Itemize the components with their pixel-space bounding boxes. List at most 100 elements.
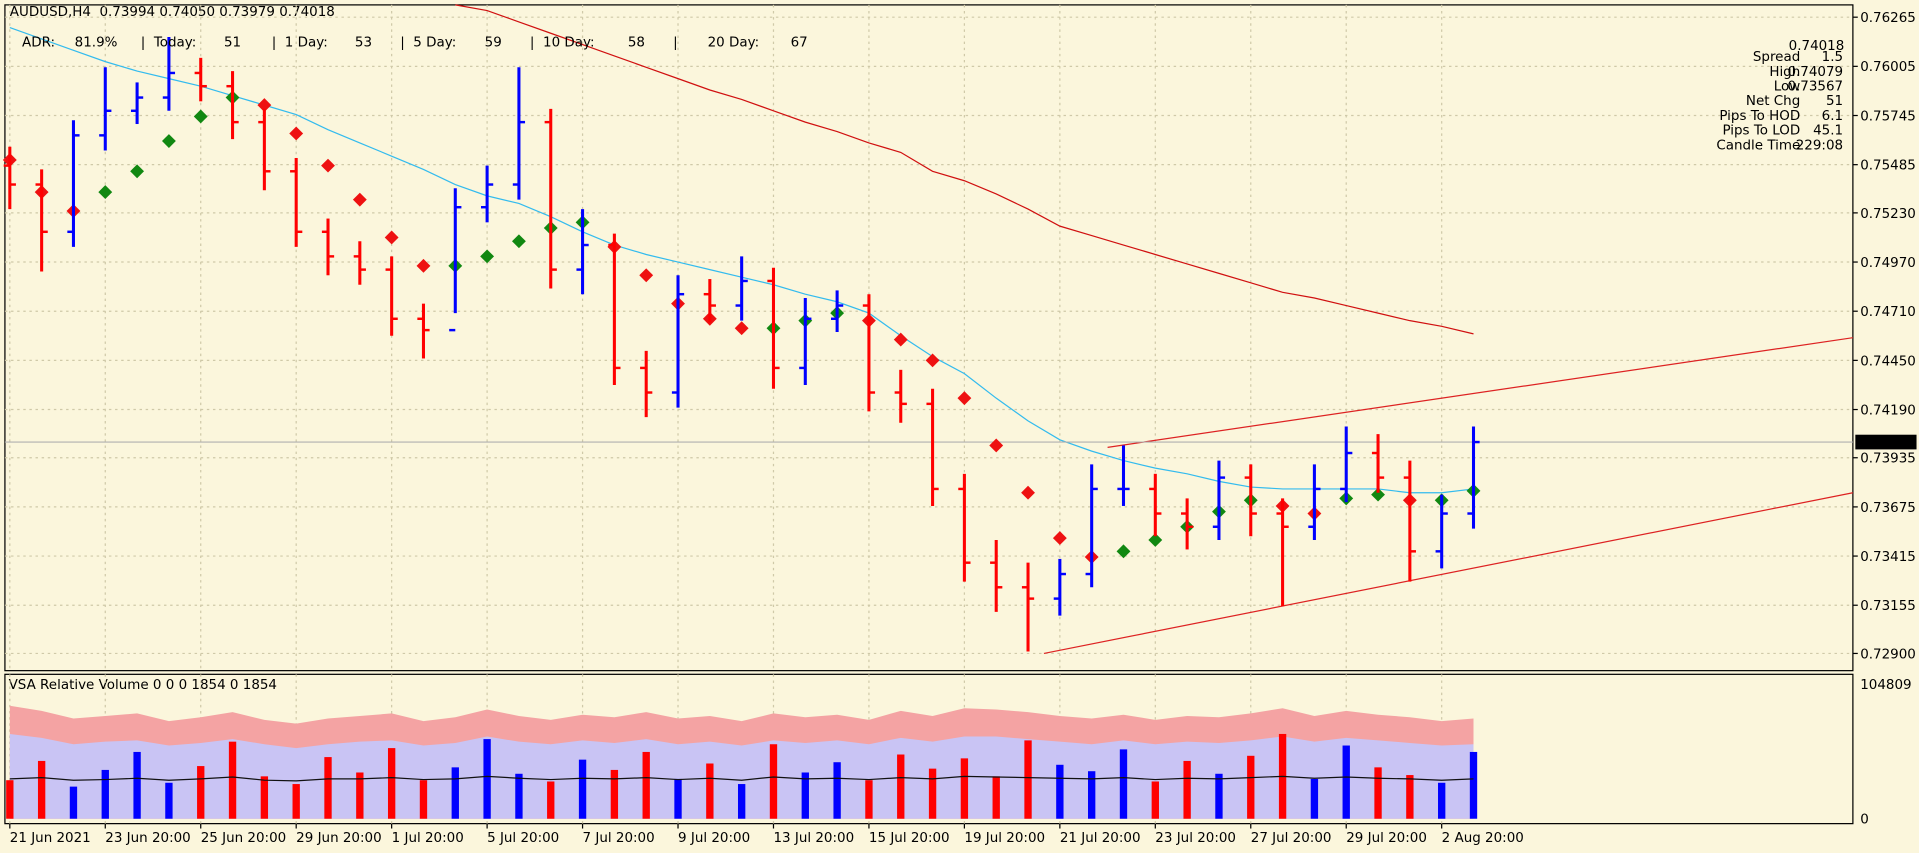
volume-bar	[165, 782, 173, 819]
signal-dot	[321, 158, 335, 173]
volume-bar	[706, 763, 714, 819]
volume-bar	[101, 769, 109, 819]
volume-bar	[1119, 749, 1128, 819]
info-value: 229:08	[1796, 138, 1843, 153]
volume-bar	[833, 762, 841, 819]
x-tick-label: 21 Jul 20:00	[1060, 831, 1141, 846]
adr-value: 58	[628, 36, 645, 51]
signal-dot	[925, 353, 940, 368]
y-tick-label: 0.75230	[1860, 207, 1916, 222]
x-tick-label: 15 Jul 20:00	[869, 831, 950, 846]
signal-dot	[893, 332, 908, 347]
volume-bar	[674, 778, 682, 819]
y-tick-label: 0.76265	[1860, 11, 1916, 26]
signal-dot	[1052, 531, 1067, 546]
info-value: 1.5	[1822, 50, 1843, 65]
volume-bar	[356, 772, 364, 819]
info-value: 51	[1826, 94, 1843, 109]
info-value: 0.73567	[1787, 80, 1843, 95]
volume-bar	[1438, 782, 1446, 819]
volume-bar	[865, 780, 873, 819]
header: AUDUSD,H4 0.73994 0.74050 0.73979 0.7401…	[10, 5, 335, 20]
signal-dot	[352, 192, 367, 207]
x-tick-label: 7 Jul 20:00	[583, 831, 655, 846]
signal-dot	[989, 438, 1004, 453]
last-price-box	[1855, 434, 1917, 450]
y-tick-label: 0.74710	[1860, 305, 1916, 320]
x-tick-label: 23 Jun 20:00	[105, 831, 190, 846]
y-tick-label: 0.75485	[1860, 159, 1916, 174]
volume-band	[9, 733, 1474, 819]
volume-bar	[769, 744, 778, 819]
volume-pane	[4, 673, 1854, 825]
volume-bar	[960, 758, 969, 819]
volume-bar	[547, 781, 555, 819]
volume-bar	[260, 776, 269, 819]
signal-dot	[289, 126, 304, 141]
y-tick-label: 0.75745	[1860, 109, 1916, 124]
x-tick-label: 5 Jul 20:00	[487, 831, 559, 846]
y-tick-label: 0.73935	[1860, 452, 1916, 467]
info-label: Low	[1774, 80, 1801, 95]
volume-bar	[1024, 740, 1032, 819]
volume-bar	[324, 757, 332, 819]
volume-bar	[1183, 760, 1191, 819]
adr-value: 67	[791, 36, 808, 51]
adr-label: ADR:	[22, 36, 55, 51]
info-label: Candle Time	[1716, 138, 1800, 153]
adr-value: 59	[485, 36, 502, 51]
info-label: Net Chg	[1746, 94, 1800, 109]
info-price: 0.74018	[1789, 39, 1845, 54]
trend-line	[1043, 492, 1854, 655]
info-label: Pips To LOD	[1722, 124, 1800, 139]
volume-bar	[610, 769, 619, 819]
volume-bar	[642, 751, 650, 819]
signal-dot	[480, 249, 495, 264]
volume-bar	[515, 773, 523, 819]
signal-dot	[957, 391, 972, 406]
y-tick-label: 0.73155	[1860, 599, 1916, 614]
info-label: Spread	[1753, 50, 1800, 65]
x-tick-label: 2 Aug 20:00	[1442, 831, 1524, 846]
x-tick-label: 21 Jun 2021	[10, 831, 91, 846]
adr-label: | 20 Day:	[673, 36, 759, 51]
volume-bar	[1469, 751, 1478, 819]
y-tick-label: 0.73415	[1860, 550, 1916, 565]
y-tick-label: 0.74450	[1860, 354, 1916, 369]
volume-bar	[419, 780, 428, 819]
info-label: High	[1769, 65, 1800, 80]
volume-tick-label: 104809	[1860, 678, 1911, 693]
volume-bar	[1088, 771, 1096, 819]
volume-title: VSA Relative Volume 0 0 0 1854 0 1854	[9, 678, 277, 693]
volume-bar	[228, 741, 237, 819]
volume-bar	[928, 768, 937, 819]
volume-bar	[992, 776, 1000, 819]
x-tick-label: 13 Jul 20:00	[773, 831, 854, 846]
adr-label: | 10 Day:	[530, 36, 595, 51]
volume-bar	[1247, 755, 1255, 819]
x-tick-label: 23 Jul 20:00	[1155, 831, 1236, 846]
volume-bar	[1310, 778, 1319, 819]
last-price-label: 0.74018	[1859, 436, 1915, 451]
signal-dot	[639, 268, 654, 283]
info-value: 45.1	[1813, 124, 1843, 139]
volume-tick-label: 0	[1860, 813, 1869, 828]
volume-bar	[578, 759, 587, 819]
volume-bar	[897, 754, 905, 819]
y-tick-label: 0.76005	[1860, 60, 1916, 75]
volume-bar	[1374, 767, 1382, 819]
adr-value: 81.9%	[75, 36, 118, 51]
moving-average	[455, 4, 1474, 335]
x-tick-label: 29 Jun 20:00	[296, 831, 381, 846]
x-tick-label: 27 Jul 20:00	[1251, 831, 1332, 846]
volume-bar	[1406, 775, 1414, 819]
info-value: 0.74079	[1787, 65, 1843, 80]
volume-average	[9, 775, 1474, 782]
volume-bar	[1151, 781, 1159, 819]
info-label: Pips To HOD	[1719, 109, 1800, 124]
x-tick-label: 9 Jul 20:00	[678, 831, 750, 846]
volume-bar	[37, 760, 46, 819]
volume-bar	[1342, 745, 1350, 819]
adr-label: | 1 Day:	[272, 36, 328, 51]
volume-bar	[292, 784, 300, 819]
